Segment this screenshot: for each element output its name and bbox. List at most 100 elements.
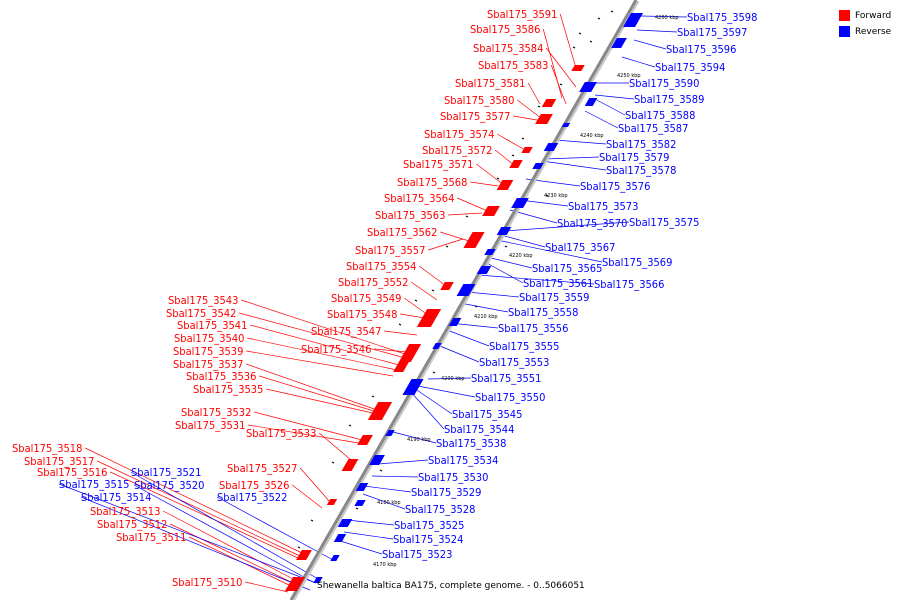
gene-label-reverse[interactable]: Sbal175_3514 (81, 491, 151, 504)
gene-label-forward[interactable]: Sbal175_3518 (12, 442, 82, 455)
gene-label-reverse[interactable]: Sbal175_3550 (475, 391, 545, 404)
gene-label-forward[interactable]: Sbal175_3574 (424, 128, 494, 141)
gene-label-reverse[interactable]: Sbal175_3524 (393, 533, 463, 546)
gene-label-reverse[interactable]: Sbal175_3598 (687, 11, 757, 24)
gene-label-forward[interactable]: Sbal175_3572 (422, 144, 492, 157)
gene-label-forward[interactable]: Sbal175_3516 (37, 466, 107, 479)
gene-reverse-block (448, 318, 462, 326)
gene-label-reverse[interactable]: Sbal175_3589 (634, 93, 704, 106)
gene-label-forward[interactable]: Sbal175_3536 (186, 370, 256, 383)
gene-label-forward[interactable]: Sbal175_3584 (473, 42, 543, 55)
gene-label-reverse[interactable]: Sbal175_3566 (594, 278, 664, 291)
gene-label-forward[interactable]: Sbal175_3562 (367, 226, 437, 239)
gene-label-reverse[interactable]: Sbal175_3528 (405, 503, 475, 516)
leader-reverse (409, 390, 445, 430)
gene-label-forward[interactable]: Sbal175_3564 (384, 192, 454, 205)
gene-label-reverse[interactable]: Sbal175_3590 (629, 77, 699, 90)
gene-label-reverse[interactable]: Sbal175_3522 (217, 491, 287, 504)
gene-reverse-block (543, 143, 559, 151)
gene-label-forward[interactable]: Sbal175_3527 (227, 462, 297, 475)
gene-label-forward[interactable]: Sbal175_3547 (311, 325, 381, 338)
gene-label-reverse[interactable]: Sbal175_3551 (471, 372, 541, 385)
leader-forward (418, 265, 447, 287)
gene-label-forward[interactable]: Sbal175_3563 (375, 209, 445, 222)
genome-axis (289, 0, 638, 600)
gene-label-forward[interactable]: Sbal175_3581 (455, 77, 525, 90)
gene-label-forward[interactable]: Sbal175_3554 (346, 260, 416, 273)
gene-label-reverse[interactable]: Sbal175_3594 (655, 61, 725, 74)
gene-label-reverse[interactable]: Sbal175_3545 (452, 408, 522, 421)
gene-label-reverse[interactable]: Sbal175_3544 (444, 423, 514, 436)
gene-label-reverse[interactable]: Sbal175_3588 (625, 109, 695, 122)
gene-label-reverse[interactable]: Sbal175_3561 (523, 277, 593, 290)
gene-label-forward[interactable]: Sbal175_3535 (193, 383, 263, 396)
gene-label-reverse[interactable]: Sbal175_3573 (568, 200, 638, 213)
gene-label-reverse[interactable]: Sbal175_3576 (580, 180, 650, 193)
gene-label-reverse[interactable]: Sbal175_3597 (677, 26, 747, 39)
gene-label-reverse[interactable]: Sbal175_3587 (618, 122, 688, 135)
gene-label-reverse[interactable]: Sbal175_3553 (479, 356, 549, 369)
gene-label-forward[interactable]: Sbal175_3568 (397, 176, 467, 189)
gene-label-reverse[interactable]: Sbal175_3555 (489, 340, 559, 353)
gene-reverse-block (402, 379, 424, 395)
gene-label-reverse[interactable]: Sbal175_3538 (436, 437, 506, 450)
leader-reverse (584, 110, 619, 129)
leader-reverse (504, 221, 630, 232)
leader-reverse (541, 160, 607, 171)
leader-reverse (449, 322, 499, 329)
gene-label-forward[interactable]: Sbal175_3557 (355, 244, 425, 257)
gene-label-forward[interactable]: Sbal175_3552 (338, 276, 408, 289)
gene-label-reverse[interactable]: Sbal175_3534 (428, 454, 498, 467)
gene-label-forward[interactable]: Sbal175_3586 (470, 23, 540, 36)
gene-label-reverse[interactable]: Sbal175_3570 (557, 217, 627, 230)
gene-label-reverse[interactable]: Sbal175_3569 (602, 256, 672, 269)
gene-label-forward[interactable]: Sbal175_3540 (174, 332, 244, 345)
gene-label-reverse[interactable]: Sbal175_3520 (134, 479, 204, 492)
gene-label-reverse[interactable]: Sbal175_3559 (519, 291, 589, 304)
gene-label-forward[interactable]: Sbal175_3580 (444, 94, 514, 107)
gene-label-forward[interactable]: Sbal175_3517 (24, 455, 94, 468)
legend-label-forward: Forward (855, 11, 891, 21)
gene-label-forward[interactable]: Sbal175_3531 (175, 419, 245, 432)
gene-label-forward[interactable]: Sbal175_3511 (116, 531, 186, 544)
gene-label-forward[interactable]: Sbal175_3537 (173, 358, 243, 371)
gene-label-reverse[interactable]: Sbal175_3582 (606, 138, 676, 151)
gene-label-forward[interactable]: Sbal175_3583 (478, 59, 548, 72)
gene-label-reverse[interactable]: Sbal175_3556 (498, 322, 568, 335)
gene-label-forward[interactable]: Sbal175_3510 (172, 576, 242, 589)
leader-reverse (621, 56, 656, 68)
gene-label-reverse[interactable]: Sbal175_3575 (629, 216, 699, 229)
gene-label-reverse[interactable]: Sbal175_3578 (606, 164, 676, 177)
gene-label-reverse[interactable]: Sbal175_3579 (599, 151, 669, 164)
gene-label-reverse[interactable]: Sbal175_3530 (418, 471, 488, 484)
feature-dash (474, 305, 478, 308)
leader-reverse (417, 385, 476, 398)
gene-label-forward[interactable]: Sbal175_3532 (181, 406, 251, 419)
gene-reverse-block (456, 284, 476, 296)
gene-label-forward[interactable]: Sbal175_3548 (327, 308, 397, 321)
gene-label-forward[interactable]: Sbal175_3549 (331, 292, 401, 305)
gene-label-reverse[interactable]: Sbal175_3596 (666, 43, 736, 56)
gene-label-reverse[interactable]: Sbal175_3523 (382, 548, 452, 561)
gene-label-forward[interactable]: Sbal175_3541 (177, 319, 247, 332)
gene-label-reverse[interactable]: Sbal175_3529 (411, 486, 481, 499)
gene-label-reverse[interactable]: Sbal175_3558 (508, 306, 578, 319)
gene-label-reverse[interactable]: Sbal175_3515 (59, 478, 129, 491)
gene-label-forward[interactable]: Sbal175_3512 (97, 518, 167, 531)
gene-label-forward[interactable]: Sbal175_3533 (246, 427, 316, 440)
gene-label-forward[interactable]: Sbal175_3542 (166, 307, 236, 320)
gene-label-forward[interactable]: Sbal175_3543 (168, 294, 238, 307)
gene-label-reverse[interactable]: Sbal175_3565 (532, 262, 602, 275)
gene-label-reverse[interactable]: Sbal175_3521 (131, 466, 201, 479)
gene-label-forward[interactable]: Sbal175_3591 (487, 8, 557, 21)
gene-label-reverse[interactable]: Sbal175_3567 (545, 241, 615, 254)
gene-reverse-block (333, 534, 347, 542)
feature-dash (398, 323, 402, 326)
gene-label-forward[interactable]: Sbal175_3546 (301, 343, 371, 356)
gene-label-forward[interactable]: Sbal175_3526 (219, 479, 289, 492)
gene-label-forward[interactable]: Sbal175_3577 (440, 110, 510, 123)
gene-label-forward[interactable]: Sbal175_3539 (173, 345, 243, 358)
gene-label-reverse[interactable]: Sbal175_3525 (394, 519, 464, 532)
gene-label-forward[interactable]: Sbal175_3513 (90, 505, 160, 518)
gene-label-forward[interactable]: Sbal175_3571 (403, 158, 473, 171)
